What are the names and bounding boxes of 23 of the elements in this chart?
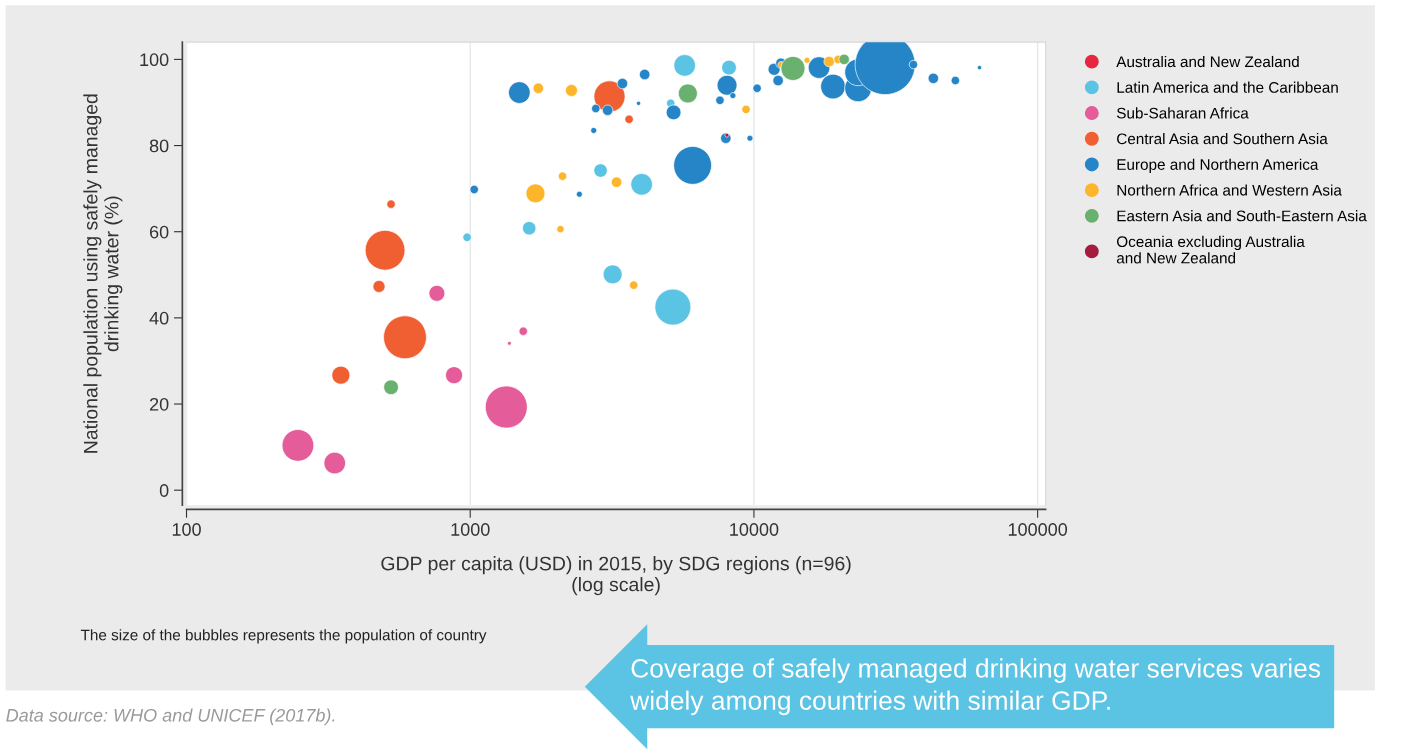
y-tick-label: 20 (149, 397, 169, 411)
x-tick-label: 1000 (451, 523, 490, 536)
y-tick-label: 100 (140, 53, 169, 67)
y-tick-label: 60 (149, 225, 169, 239)
y-axis-title: National population using safely managed drinking water (%) (83, 94, 123, 453)
y-tick-label: 80 (149, 139, 169, 153)
legend-label: Australia and New Zealand (1116, 55, 1299, 68)
legend-label: Northern Africa and Western Asia (1117, 184, 1342, 196)
source-note: Data source: WHO and UNICEF (2017b). (6, 708, 335, 726)
legend-label: Oceania excluding Australia and New Zealand (1116, 235, 1305, 264)
legend-label: Europe and Northern America (1117, 158, 1319, 173)
text: The size of the bubbles represents the population of country (80, 629, 487, 644)
x-tick-label: 10000 (730, 523, 779, 536)
legend-label: Sub-Saharan Africa (1116, 107, 1249, 119)
legend-label: Central Asia and Southern Asia (1117, 133, 1328, 145)
y-tick-label: 0 (159, 484, 169, 497)
legend-label: Latin America and the Caribbean (1117, 81, 1338, 93)
x-tick-label: 100 (172, 523, 201, 536)
legend-label: Eastern Asia and South-Eastern Asia (1117, 210, 1367, 222)
text: Coverage of safely managed drinking water services varies widely among countries with similar GDP. (630, 658, 1321, 716)
x-tick-label: 100000 (1008, 523, 1068, 536)
y-tick-label: 40 (149, 311, 169, 325)
x-axis-title: GDP per capita (USD) in 2015, by SDG regions (n=96) (log scale) (381, 556, 851, 596)
